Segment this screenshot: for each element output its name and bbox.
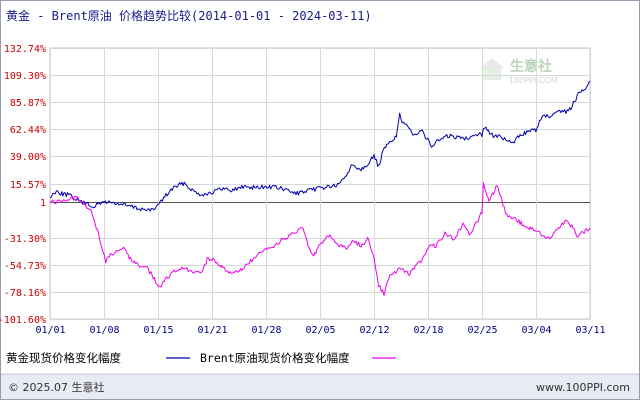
house-body-icon <box>483 68 501 80</box>
y-tick-label: 15.57% <box>10 180 46 191</box>
y-axis: 132.74% 109.30% 85.87% 62.44% 39.00% 15.57% 1 -… <box>0 44 46 326</box>
chart-grid <box>49 47 591 320</box>
legend-label-brent: Brent原油现货价格变化幅度 <box>200 351 350 365</box>
y-tick-label: 1 <box>40 198 46 209</box>
y-tick-label: 62.44% <box>10 125 46 136</box>
x-tick-label: 03/11 <box>575 325 605 336</box>
x-tick-label: 03/04 <box>521 325 551 336</box>
footer-bar <box>1 374 639 399</box>
y-tick-label: -78.16% <box>4 288 46 299</box>
y-tick-label: -101.60% <box>0 315 46 326</box>
chart-title: 黄金 - Brent原油 价格趋势比较(2014-01-01 - 2024-03… <box>6 8 372 23</box>
y-tick-label: 132.74% <box>4 44 46 55</box>
legend-label-gold: 黄金现货价格变化幅度 <box>6 351 121 365</box>
y-tick-label: 85.87% <box>10 98 46 109</box>
y-tick-label: -54.73% <box>4 261 46 272</box>
x-tick-label: 02/12 <box>359 325 389 336</box>
y-tick-label: 109.30% <box>4 71 46 82</box>
x-tick-label: 01/08 <box>89 325 119 336</box>
y-tick-label: -31.30% <box>4 234 46 245</box>
watermark-logo-text: 生意社 <box>510 58 552 75</box>
series-line-gold <box>49 80 591 212</box>
chart-legend: 黄金现货价格变化幅度 Brent原油现货价格变化幅度 <box>6 351 396 365</box>
x-tick-label: 01/01 <box>35 325 65 336</box>
watermark-logo: 生意社 100PPI.COM <box>480 58 558 85</box>
house-icon <box>480 58 504 68</box>
x-tick-label: 01/15 <box>143 325 173 336</box>
x-tick-label: 02/18 <box>413 325 443 336</box>
x-tick-label: 01/28 <box>251 325 281 336</box>
x-tick-label: 01/21 <box>197 325 227 336</box>
y-tick-label: 39.00% <box>10 152 46 163</box>
series-layer <box>49 80 591 296</box>
x-tick-label: 02/05 <box>305 325 335 336</box>
footer-copyright: © 2025.07 生意社 <box>8 380 104 394</box>
footer-site-link[interactable]: www.100PPI.com <box>536 381 630 394</box>
series-line-brent <box>49 182 591 296</box>
x-axis: 01/01 01/08 01/15 01/21 01/28 02/05 02/12 02/18… <box>35 325 605 336</box>
watermark-logo-url: 100PPI.COM <box>509 76 558 85</box>
x-tick-label: 02/25 <box>467 325 497 336</box>
